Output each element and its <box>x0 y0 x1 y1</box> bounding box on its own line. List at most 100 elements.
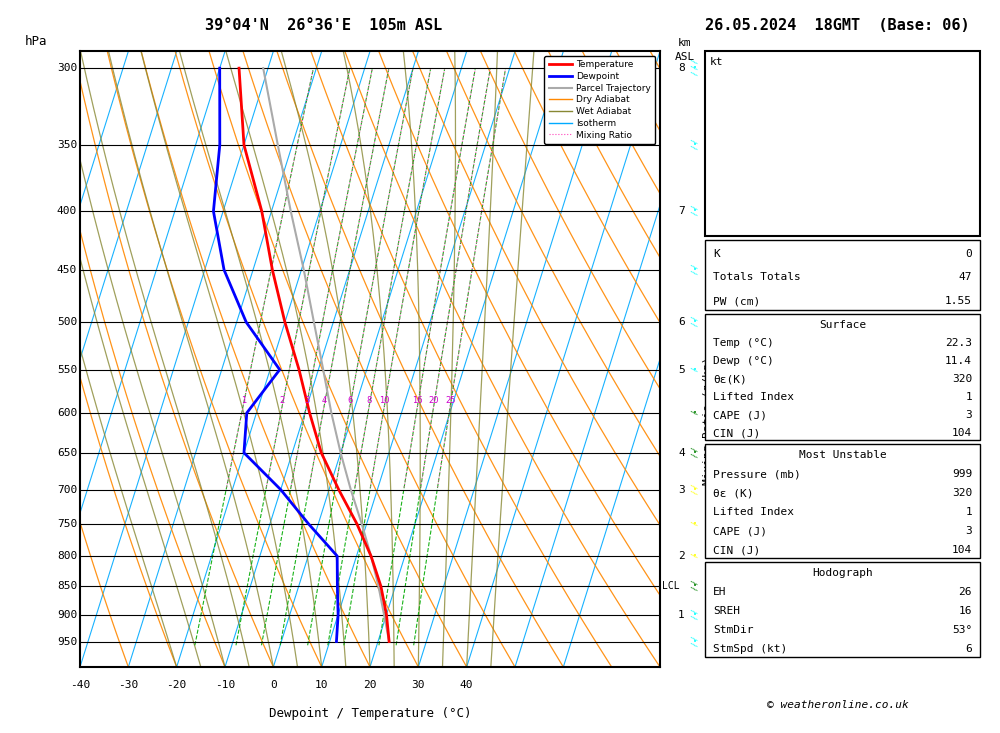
Text: 2: 2 <box>678 551 685 561</box>
Text: 600: 600 <box>57 408 77 418</box>
Text: \: \ <box>691 262 699 271</box>
Text: 10: 10 <box>379 396 390 405</box>
Text: kt: kt <box>710 57 724 67</box>
Text: •: • <box>693 142 697 148</box>
Text: θε (K): θε (K) <box>713 488 754 498</box>
Text: StmDir: StmDir <box>713 625 754 636</box>
Text: 16: 16 <box>959 606 972 616</box>
Text: 22.3: 22.3 <box>945 338 972 348</box>
Text: Pressure (mb): Pressure (mb) <box>713 469 801 479</box>
Text: 450: 450 <box>57 265 77 275</box>
Text: 6: 6 <box>965 644 972 655</box>
Text: \: \ <box>691 634 699 643</box>
Text: 999: 999 <box>952 469 972 479</box>
Text: \: \ <box>691 640 699 649</box>
Text: 16: 16 <box>412 396 423 405</box>
Text: \: \ <box>691 138 699 146</box>
Text: 2: 2 <box>280 396 285 405</box>
Text: •: • <box>693 267 697 273</box>
Text: 900: 900 <box>57 610 77 619</box>
Text: \: \ <box>691 446 699 454</box>
Text: K: K <box>713 248 720 259</box>
Text: -30: -30 <box>118 680 138 690</box>
Text: 30: 30 <box>412 680 425 690</box>
Text: \: \ <box>691 321 699 329</box>
Text: 1: 1 <box>965 392 972 402</box>
Text: •: • <box>693 611 697 618</box>
Text: ASL: ASL <box>675 52 695 62</box>
Text: 6: 6 <box>348 396 353 405</box>
Text: •: • <box>693 320 697 325</box>
Text: \: \ <box>691 366 699 374</box>
Text: \: \ <box>691 409 699 417</box>
Text: Dewpoint / Temperature (°C): Dewpoint / Temperature (°C) <box>269 707 471 721</box>
Text: •: • <box>693 366 697 372</box>
Text: Dewp (°C): Dewp (°C) <box>713 356 774 366</box>
Text: \: \ <box>691 58 699 67</box>
Text: SREH: SREH <box>713 606 740 616</box>
Text: \: \ <box>691 488 699 497</box>
Text: 850: 850 <box>57 581 77 592</box>
Text: \: \ <box>691 520 699 528</box>
Text: 3: 3 <box>965 410 972 420</box>
Text: 6: 6 <box>678 317 685 327</box>
Text: 8: 8 <box>678 63 685 73</box>
Text: 3: 3 <box>965 526 972 537</box>
Text: PW (cm): PW (cm) <box>713 296 760 306</box>
Text: •: • <box>693 65 697 71</box>
Text: EH: EH <box>713 587 727 597</box>
Text: •: • <box>693 487 697 493</box>
Text: 3: 3 <box>678 485 685 495</box>
Text: 350: 350 <box>57 140 77 150</box>
Text: Lifted Index: Lifted Index <box>713 507 794 517</box>
Text: 800: 800 <box>57 551 77 561</box>
Text: \: \ <box>691 579 699 587</box>
Text: -10: -10 <box>215 680 235 690</box>
Text: Totals Totals: Totals Totals <box>713 273 801 282</box>
Legend: Temperature, Dewpoint, Parcel Trajectory, Dry Adiabat, Wet Adiabat, Isotherm, Mi: Temperature, Dewpoint, Parcel Trajectory… <box>544 56 655 144</box>
Text: 4: 4 <box>678 448 685 457</box>
Text: Surface: Surface <box>819 320 866 330</box>
Text: \: \ <box>691 608 699 616</box>
Text: \: \ <box>691 482 699 491</box>
Text: 650: 650 <box>57 448 77 457</box>
Text: 104: 104 <box>952 545 972 556</box>
Text: •: • <box>693 638 697 644</box>
Text: θε(K): θε(K) <box>713 374 747 384</box>
Text: hPa: hPa <box>25 34 48 48</box>
Text: CAPE (J): CAPE (J) <box>713 526 767 537</box>
Text: •: • <box>693 410 697 416</box>
Text: •: • <box>693 521 697 527</box>
Text: 320: 320 <box>952 488 972 498</box>
Text: 1.55: 1.55 <box>945 296 972 306</box>
Text: © weatheronline.co.uk: © weatheronline.co.uk <box>767 700 908 710</box>
Text: 1: 1 <box>965 507 972 517</box>
Text: \: \ <box>691 585 699 593</box>
Text: \: \ <box>691 144 699 152</box>
Text: 3: 3 <box>304 396 309 405</box>
Text: \: \ <box>691 204 699 213</box>
Text: LCL: LCL <box>662 581 680 592</box>
Text: 550: 550 <box>57 364 77 375</box>
Text: 950: 950 <box>57 636 77 647</box>
Text: 5: 5 <box>678 364 685 375</box>
Text: 26: 26 <box>959 587 972 597</box>
Text: \: \ <box>691 210 699 218</box>
Text: •: • <box>693 450 697 456</box>
Text: 0: 0 <box>965 248 972 259</box>
Text: CAPE (J): CAPE (J) <box>713 410 767 420</box>
Text: 11.4: 11.4 <box>945 356 972 366</box>
Text: 25: 25 <box>445 396 456 405</box>
Text: \: \ <box>691 552 699 560</box>
Text: Lifted Index: Lifted Index <box>713 392 794 402</box>
Text: \: \ <box>691 64 699 73</box>
Text: 1: 1 <box>241 396 246 405</box>
Text: CIN (J): CIN (J) <box>713 545 760 556</box>
Text: 400: 400 <box>57 206 77 216</box>
Text: Temp (°C): Temp (°C) <box>713 338 774 348</box>
Text: 47: 47 <box>959 273 972 282</box>
Text: \: \ <box>691 315 699 323</box>
Text: 104: 104 <box>952 428 972 438</box>
Text: •: • <box>693 553 697 559</box>
Text: 20: 20 <box>363 680 377 690</box>
